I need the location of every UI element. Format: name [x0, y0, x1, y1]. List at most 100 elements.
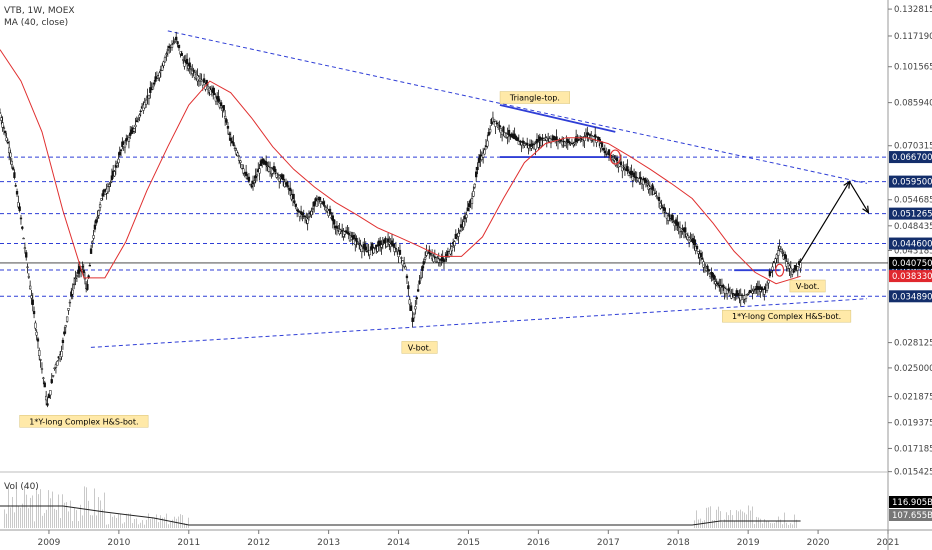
candle-body — [522, 141, 524, 143]
candle-body — [356, 238, 358, 241]
candle-body — [75, 278, 77, 279]
candle-body — [475, 172, 477, 177]
volume-bar — [696, 510, 697, 528]
volume-bar — [718, 507, 719, 528]
candle-body — [556, 137, 558, 140]
candle-body — [148, 95, 150, 99]
candle-body — [444, 259, 446, 260]
candle-body — [14, 173, 16, 178]
candle-body — [784, 254, 786, 258]
chart-symbol-title: VTB, 1W, MOEX — [4, 6, 75, 16]
candle-body — [535, 144, 537, 149]
candle-body — [358, 244, 360, 245]
candle-body — [6, 138, 8, 141]
projection-path — [801, 182, 869, 262]
volume-bar — [134, 519, 135, 528]
candle-body — [91, 242, 93, 243]
annotation-label: 1*Y-long Complex H&S-bot. — [732, 312, 841, 321]
candle-body — [11, 161, 13, 164]
volume-bar — [84, 486, 85, 528]
volume-bar — [722, 522, 723, 528]
candle-body — [171, 45, 173, 48]
volume-bar — [88, 501, 89, 528]
candle-body — [164, 58, 166, 62]
candle-body — [27, 267, 29, 268]
volume-bar — [18, 506, 19, 528]
candle-body — [740, 296, 742, 300]
candle-body — [752, 291, 754, 293]
volume-bar — [70, 501, 71, 528]
volume-bar — [82, 515, 83, 528]
volume-bar — [60, 518, 61, 528]
volume-bar — [734, 520, 735, 528]
candle-body — [31, 296, 33, 298]
candle-body — [286, 182, 288, 186]
candle-body — [458, 233, 460, 236]
candle-body — [737, 293, 739, 295]
x-tick-label: 2012 — [247, 538, 270, 548]
volume-bar — [50, 498, 51, 528]
candle-body — [108, 184, 110, 186]
candle-body — [119, 152, 121, 155]
trendline-upper-dashed — [168, 31, 867, 184]
candle-body — [553, 136, 555, 139]
volume-bar — [54, 509, 55, 528]
candle-body — [292, 194, 294, 199]
volume-bar — [62, 494, 63, 528]
candle-body — [45, 396, 47, 400]
volume-bar — [126, 514, 127, 528]
candle-body — [10, 153, 12, 157]
volume-bar — [94, 488, 95, 528]
x-tick-label: 2013 — [317, 538, 340, 548]
volume-bar — [150, 519, 151, 528]
candle-body — [240, 161, 242, 163]
volume-bar — [140, 523, 141, 528]
candle-body — [658, 197, 660, 200]
volume-bar — [128, 514, 129, 528]
candle-body — [365, 247, 367, 250]
candle-body — [405, 267, 407, 269]
candle-body — [333, 220, 335, 224]
candle-body — [386, 242, 388, 246]
candle-body — [116, 163, 118, 165]
volume-bar — [726, 512, 727, 528]
volume-value-2: 107.655B — [892, 511, 932, 521]
volume-bar — [176, 519, 177, 528]
volume-bar — [180, 514, 181, 528]
candle-body — [579, 139, 581, 140]
candle-body — [517, 138, 519, 141]
volume-bar — [706, 508, 707, 528]
candle-body — [601, 142, 603, 146]
candle-body — [230, 138, 232, 141]
volume-bar — [34, 521, 35, 528]
candle-body — [186, 59, 188, 64]
y-tick-label: 0.021875 — [894, 393, 932, 403]
volume-bar — [172, 520, 173, 528]
volume-bar — [28, 508, 29, 528]
candle-body — [251, 186, 253, 187]
volume-bar — [790, 523, 791, 528]
y-tick-label: 0.048435 — [894, 222, 932, 232]
candle-body — [671, 215, 673, 220]
candle-body — [120, 150, 122, 151]
volume-bar — [774, 523, 775, 528]
candle-body — [758, 286, 760, 289]
candle-body — [416, 297, 418, 298]
candle-body — [137, 118, 139, 119]
candle-body — [177, 42, 179, 44]
candle-body — [167, 50, 169, 51]
candle-body — [324, 206, 326, 207]
y-tick-label: 0.025000 — [894, 364, 932, 374]
candle-body — [586, 133, 588, 135]
candle-body — [486, 141, 488, 146]
volume-bar — [768, 521, 769, 528]
candle-body — [245, 172, 247, 176]
volume-bar — [118, 514, 119, 528]
candle-body — [289, 188, 291, 191]
candle-body — [423, 261, 425, 264]
candle-body — [295, 204, 297, 207]
volume-bar — [762, 523, 763, 528]
x-tick-label: 2016 — [527, 538, 550, 548]
volume-bar — [792, 524, 793, 528]
